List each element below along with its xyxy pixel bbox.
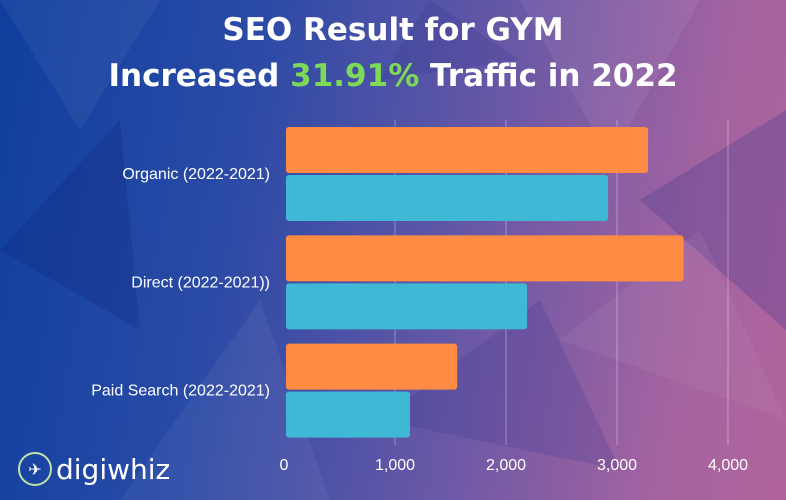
x-tick-label: 2,000 — [486, 457, 526, 474]
bar-blue — [286, 283, 528, 330]
title-highlight-percent: 31.91% — [290, 58, 420, 94]
x-tick-label: 3,000 — [597, 457, 637, 474]
bar-orange — [286, 127, 649, 173]
bar-orange — [286, 343, 458, 390]
title-suffix: Traffic in 2022 — [419, 58, 678, 94]
chart-title-line1: SEO Result for GYM — [222, 12, 564, 48]
chart-title-line2: Increased 31.91% Traffic in 2022 — [0, 58, 786, 94]
bar-blue — [286, 391, 410, 438]
x-tick-label: 4,000 — [708, 457, 748, 474]
bar-blue — [286, 175, 609, 221]
bar-orange — [286, 235, 684, 282]
category-label: Direct (2022-2021)) — [131, 274, 270, 291]
title-prefix: Increased — [108, 58, 291, 94]
category-label: Paid Search (2022-2021) — [91, 383, 270, 400]
logo-text: digiwhiz — [56, 452, 171, 486]
x-tick-label: 1,000 — [375, 457, 415, 474]
logo-bird-icon: ✈ — [18, 452, 52, 486]
category-label: Organic (2022-2021) — [122, 166, 270, 183]
x-tick-label: 0 — [280, 457, 289, 474]
digiwhiz-logo: ✈ digiwhiz — [18, 452, 170, 486]
